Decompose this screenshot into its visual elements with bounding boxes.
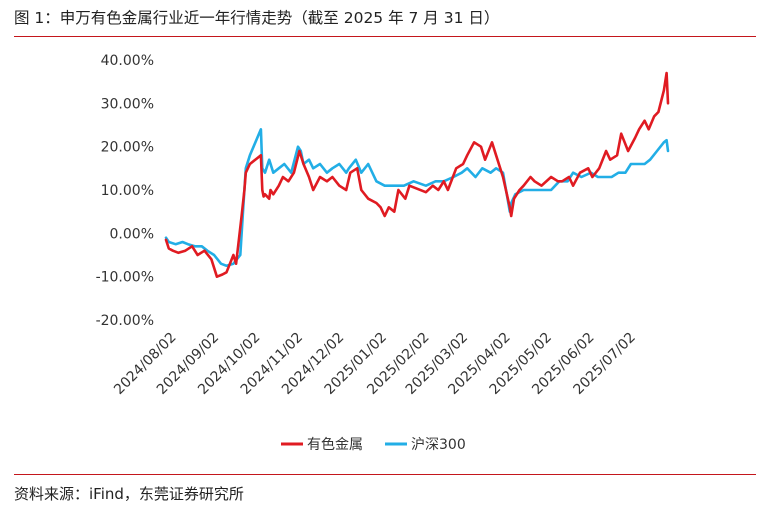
legend-label: 沪深300 bbox=[411, 437, 466, 453]
series-lines bbox=[164, 71, 670, 279]
y-tick-label: -20.00% bbox=[96, 313, 154, 329]
y-tick-label: 40.00% bbox=[101, 53, 154, 69]
title-rule bbox=[14, 36, 756, 37]
figure-title: 图 1：申万有色金属行业近一年行情走势（截至 2025 年 7 月 31 日） bbox=[14, 9, 500, 27]
series-line-1 bbox=[164, 128, 670, 268]
source-note: 资料来源：iFind，东莞证券研究所 bbox=[14, 485, 244, 503]
line-chart: 40.00% 30.00% 20.00% 10.00% 0.00% -10.00% -20.… bbox=[96, 53, 670, 453]
x-axis: 2024/08/022024/09/022024/10/022024/11/02… bbox=[111, 330, 639, 398]
source-rule bbox=[14, 474, 756, 475]
y-tick-label: 20.00% bbox=[101, 140, 154, 156]
series-line-0 bbox=[164, 71, 670, 279]
y-tick-label: 10.00% bbox=[101, 183, 154, 199]
y-tick-label: 30.00% bbox=[101, 96, 154, 112]
y-tick-label: 0.00% bbox=[110, 226, 154, 242]
y-tick-label: -10.00% bbox=[96, 270, 154, 286]
y-axis: 40.00% 30.00% 20.00% 10.00% 0.00% -10.00% -20.… bbox=[96, 53, 154, 329]
legend-label: 有色金属 bbox=[307, 436, 363, 453]
legend: 有色金属 沪深300 bbox=[281, 436, 466, 453]
